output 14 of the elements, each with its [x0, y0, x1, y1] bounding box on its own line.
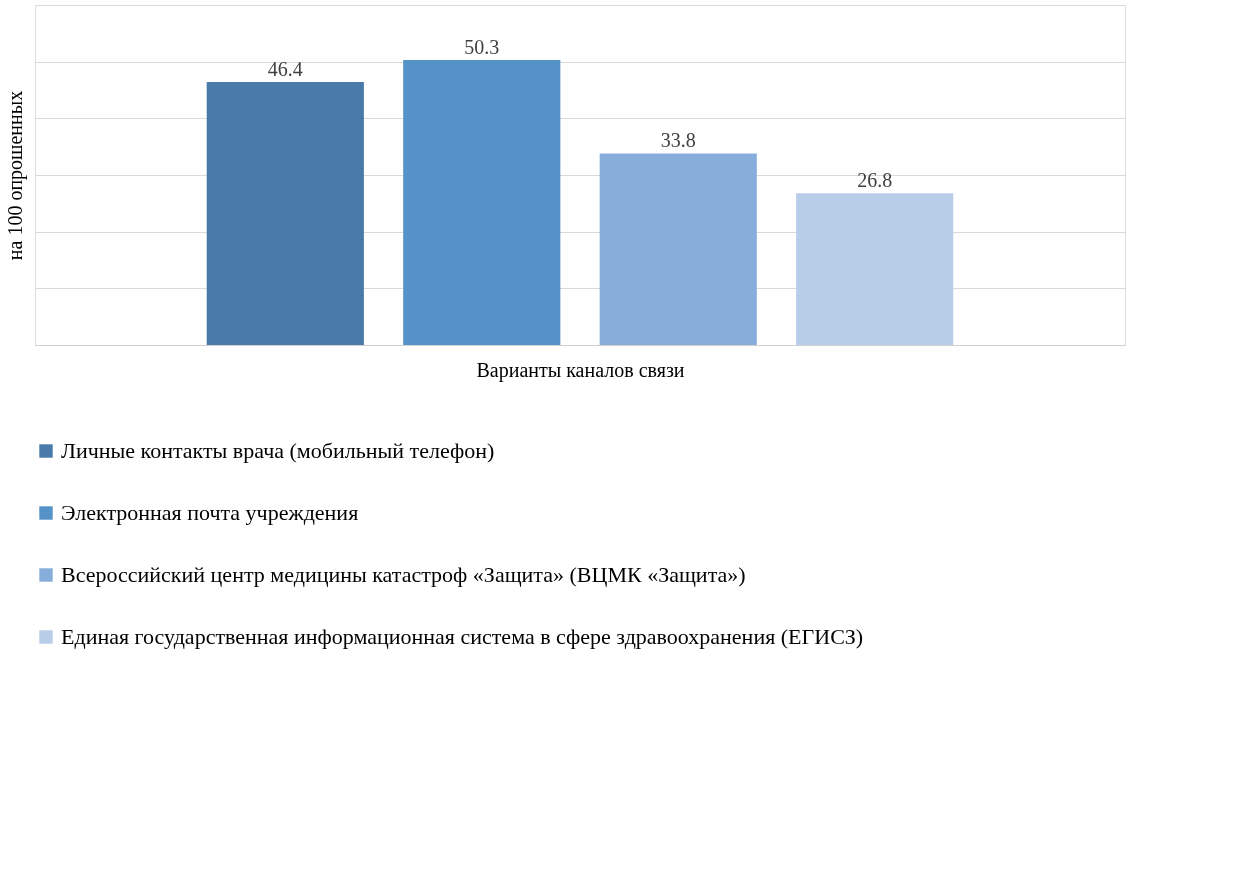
bar — [206, 82, 364, 345]
bar — [599, 153, 757, 345]
data-label: 33.8 — [660, 129, 696, 152]
legend-label: Единая государственная информационная система в сфере здравоохранения (ЕГИСЗ) — [61, 624, 864, 649]
y-axis-title: на 100 опрошенных — [3, 90, 27, 261]
data-label: 46.4 — [267, 58, 303, 81]
x-axis-title: Варианты каналов связи — [476, 358, 685, 382]
data-label: 50.3 — [464, 35, 500, 58]
data-label: 26.8 — [857, 169, 893, 192]
bar — [796, 193, 954, 345]
bar — [403, 59, 561, 345]
legend-label: Всероссийский центр медицины катастроф «Защита» (ВЦМК «Защита») — [61, 562, 746, 587]
legend-label: Личные контакты врача (мобильный телефон) — [61, 438, 495, 463]
legend-label: Электронная почта учреждения — [61, 500, 359, 525]
